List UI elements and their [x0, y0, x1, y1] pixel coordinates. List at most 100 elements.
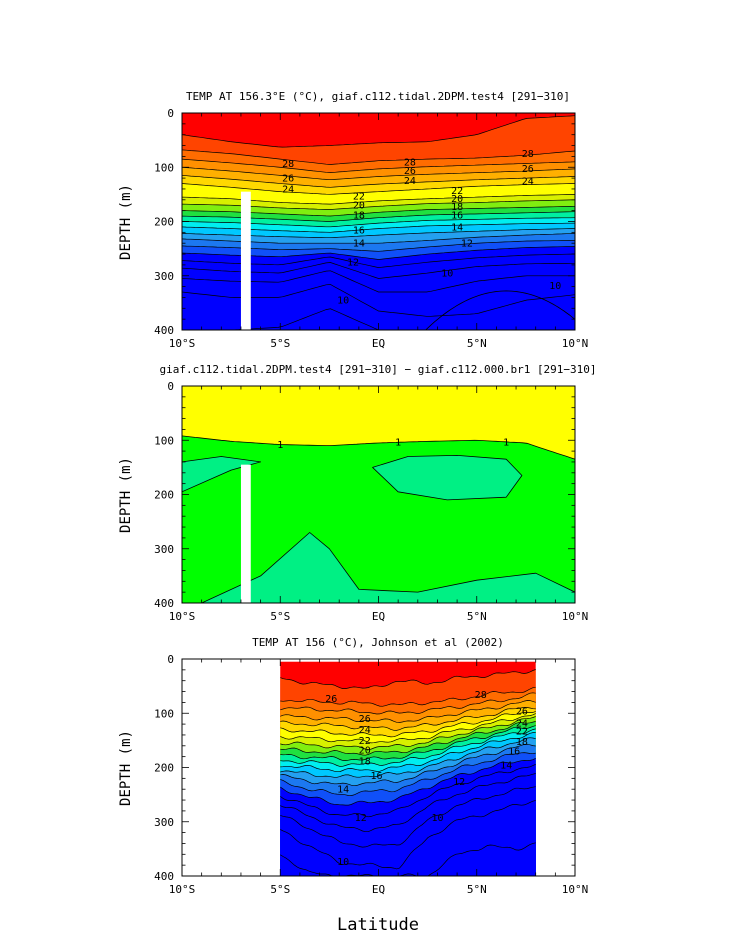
panel1-contour-label-10: 10 [441, 269, 453, 280]
panel3-isotherm-19 [280, 728, 536, 767]
panel2-tick-labels: 10°S 5°S EQ 5°N 10°N 0 100 200 300 400 [154, 380, 588, 623]
panel3-isotherm-10 [280, 800, 536, 870]
panel3-contour-label-26: 26 [359, 714, 371, 725]
panel1-band-coldest [423, 290, 575, 330]
panel2-axis-ticks [181, 385, 576, 604]
panel3-contour-label-24: 24 [359, 725, 371, 736]
panel1-ytick-label: 400 [154, 324, 174, 337]
panel1-contour-label-28: 28 [522, 149, 534, 160]
panel3-isotherm-20 [280, 725, 536, 761]
panel2-contour-label-1: 1 [503, 437, 509, 448]
panel3-isotherm-14 [280, 757, 536, 806]
panel3-isotherm-29 [280, 669, 536, 689]
panel3-ytick-label: 0 [167, 653, 174, 666]
panel1-contour-label-10: 10 [337, 296, 349, 307]
panel3-ytick-label: 200 [154, 762, 174, 775]
panel3-tick-labels: 10°S 5°S EQ 5°N 10°N 0 100 200 300 400 [154, 653, 588, 896]
panel2-xtick-label: 5°S [270, 610, 290, 623]
panel2-contour-field: 1 1 1 [182, 386, 575, 603]
panel3-isotherm-11 [280, 786, 536, 848]
panel3-band-below-9 [280, 842, 536, 876]
panel1-contour-label-12: 12 [347, 258, 359, 269]
x-axis-label: Latitude [337, 915, 419, 935]
panel3-xtick-label: EQ [372, 883, 385, 896]
panel1-ytick-label: 300 [154, 270, 174, 283]
panel1-axis-ticks [181, 112, 576, 331]
panel3-isotherm-12 [280, 773, 536, 833]
panel1-contour-label-24: 24 [282, 184, 294, 195]
panel2-ytick-label: 200 [154, 489, 174, 502]
panel1-ytick-label: 200 [154, 216, 174, 229]
panel3-ytick-label: 300 [154, 816, 174, 829]
panel2-xtick-label: 5°N [467, 610, 487, 623]
panel2-title: giaf.c112.tidal.2DPM.test4 [291−310] − g… [159, 363, 596, 376]
panel2-contour-1 [182, 435, 575, 460]
panel3-isotherm-26 [280, 700, 536, 723]
panel3-ytick-label: 100 [154, 707, 174, 720]
panel2-ytick-label: 100 [154, 434, 174, 447]
panel1-xtick-label: 5°S [270, 337, 290, 350]
panel2-xtick-label: 10°S [169, 610, 196, 623]
panel1-contour-label-18: 18 [353, 211, 365, 222]
panel1-contour-label-26: 26 [404, 166, 416, 177]
panel2-plot-area: 1 1 1 [182, 386, 575, 603]
panel3-isotherm-27 [280, 692, 536, 715]
panel1-contour-label-24: 24 [522, 176, 534, 187]
panel1-ytick-label: 0 [167, 107, 174, 120]
panel3-isotherm-9 [280, 842, 536, 876]
panel2-negative-region-2 [372, 454, 523, 501]
panel1-xtick-label: 10°S [169, 337, 196, 350]
panel2-negative-region-3 [201, 532, 575, 603]
panel2-data-gap [240, 464, 251, 603]
panel2-contour-label-1: 1 [277, 440, 283, 451]
panel-temperature-difference: giaf.c112.tidal.2DPM.test4 [291−310] − g… [118, 363, 597, 623]
panel3-isotherm-28 [280, 686, 536, 707]
panel3-isotherm-17 [280, 737, 536, 778]
panel3-contour-label-12: 12 [355, 813, 367, 824]
panel1-plot-area: 2826242826242826242220182220181614161412… [182, 113, 575, 330]
panel1-contour-label-14: 14 [353, 239, 365, 250]
panel1-contour-label-20: 20 [451, 194, 463, 205]
panel3-contour-label-26: 26 [325, 694, 337, 705]
panel2-ylabel: DEPTH (m) [118, 457, 134, 533]
panel1-contour-label-16: 16 [353, 226, 365, 237]
panel3-contour-label-16: 16 [370, 771, 382, 782]
panel1-xtick-label: EQ [372, 337, 385, 350]
panel2-contour-labels: 1 1 1 [277, 437, 509, 451]
panel2-ytick-label: 300 [154, 543, 174, 556]
panel3-ylabel: DEPTH (m) [118, 730, 134, 806]
panel1-isotherm-24 [182, 183, 575, 195]
panel3-xtick-label: 5°S [270, 883, 290, 896]
panel1-contour-label-22: 22 [451, 186, 463, 197]
panel3-axis-ticks [181, 658, 576, 877]
panel1-isotherm-26 [182, 166, 575, 181]
panel2-ytick-label: 0 [167, 380, 174, 393]
panel1-contour-label-10: 10 [549, 281, 561, 292]
panel1-contour-label-20: 20 [353, 201, 365, 212]
panel2-xtick-label: EQ [372, 610, 385, 623]
panel1-contour-label-18: 18 [451, 202, 463, 213]
panel3-isotherm-18 [280, 732, 536, 773]
panel3-isotherm-15 [280, 752, 536, 796]
panel3-xtick-label: 10°N [562, 883, 589, 896]
panel1-contour-label-28: 28 [282, 159, 294, 170]
panel3-isotherm-21 [280, 721, 536, 756]
panel2-xtick-label: 10°N [562, 610, 589, 623]
panel1-isotherm-28 [182, 149, 575, 165]
panel3-contour-label-14: 14 [500, 760, 512, 771]
panel1-contour-label-26: 26 [282, 174, 294, 185]
panel1-contour-label-12: 12 [461, 239, 473, 250]
panel-model-temperature: TEMP AT 156.3°E (°C), giaf.c112.tidal.2D… [118, 90, 588, 350]
panel3-contour-label-16: 16 [508, 747, 520, 758]
panel3-contour-label-18: 18 [516, 737, 528, 748]
panel3-contour-label-26: 26 [516, 707, 528, 718]
panel3-contour-label-14: 14 [337, 785, 349, 796]
panel3-ytick-label: 400 [154, 870, 174, 883]
panel1-data-gap [240, 191, 251, 330]
panel1-isotherm-25 [182, 175, 575, 188]
panel1-contour-label-28: 28 [404, 157, 416, 168]
panel3-contour-label-20: 20 [359, 746, 371, 757]
